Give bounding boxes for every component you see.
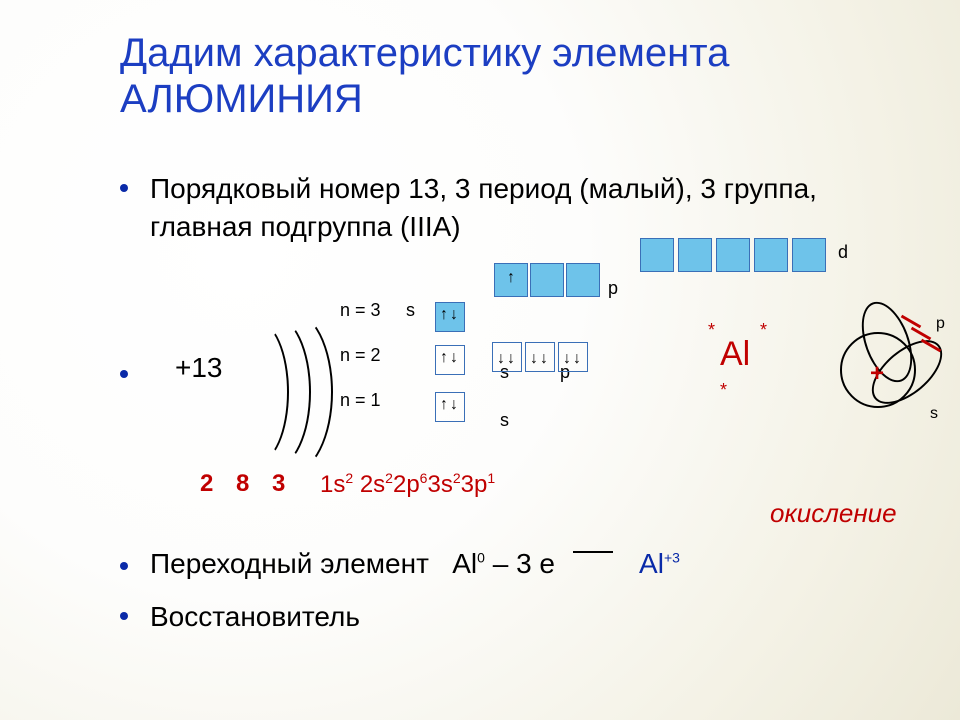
- orbital-shape-diagram: + p s: [830, 290, 950, 440]
- bullet-3-text: Переходный элемент Al0 – 3 e Al+3: [150, 548, 680, 580]
- title-line-1: Дадим характеристику элемента: [120, 31, 729, 75]
- orbital-box: [530, 263, 564, 297]
- orbital-box: [640, 238, 674, 272]
- p-label: p: [936, 315, 945, 333]
- orbital-box: ↑↓: [435, 392, 465, 422]
- bullet-3: [120, 548, 150, 570]
- n-level-1: n = 1: [340, 390, 381, 411]
- bullet-dot-icon: [120, 184, 128, 192]
- transition-label: Переходный элемент: [150, 548, 429, 579]
- sublevel-p-label: p: [608, 278, 618, 299]
- shell-arc: [249, 310, 333, 474]
- orbital-box: [678, 238, 712, 272]
- orbital-box: ↑: [494, 263, 528, 297]
- bullet-dot-icon: [120, 612, 128, 620]
- lewis-dot-icon: *: [760, 320, 767, 341]
- bullet-1: Порядковый номер 13, 3 период (малый), 3…: [120, 170, 910, 246]
- transition-equation: Al0 – 3 e Al+3: [452, 548, 680, 579]
- orbital-box: [792, 238, 826, 272]
- title-line-2: АЛЮМИНИЯ: [120, 77, 363, 121]
- oxidation-label: окисление: [770, 498, 897, 529]
- orbital-box: [566, 263, 600, 297]
- lewis-dot-icon: *: [720, 380, 727, 401]
- sublevel-s-label: s: [406, 300, 415, 321]
- shell-occupancy: 2 8 3: [200, 470, 293, 498]
- bullet-4: Восстановитель: [120, 598, 360, 636]
- orbital-box: ↓↓: [525, 342, 555, 372]
- orbital-box: ↑↓: [435, 345, 465, 375]
- bullet-dot-icon: [120, 562, 128, 570]
- orbital-box: [754, 238, 788, 272]
- n-level-3: n = 3: [340, 300, 381, 321]
- s-label: s: [930, 405, 938, 423]
- plus-icon: +: [870, 360, 884, 388]
- orbital-box: ↓↓: [492, 342, 522, 372]
- orbital-box: ↑↓: [435, 302, 465, 332]
- nuclear-charge: +13: [175, 352, 223, 384]
- n-level-2: n = 2: [340, 345, 381, 366]
- bullet-2: [120, 356, 150, 378]
- bullet-4-text: Восстановитель: [150, 598, 360, 636]
- sublevel-s-label: s: [500, 410, 509, 431]
- electron-configuration: 1s2 2s22p63s23p1: [320, 470, 495, 499]
- lewis-dot-icon: *: [708, 320, 715, 341]
- orbital-box: [716, 238, 750, 272]
- bullet-1-text: Порядковый номер 13, 3 период (малый), 3…: [150, 170, 910, 246]
- bullet-dot-icon: [120, 370, 128, 378]
- element-symbol: Al: [720, 335, 750, 374]
- slide-title: Дадим характеристику элемента АЛЮМИНИЯ: [120, 30, 729, 122]
- orbital-box: ↓↓: [558, 342, 588, 372]
- sublevel-d-label: d: [838, 242, 848, 263]
